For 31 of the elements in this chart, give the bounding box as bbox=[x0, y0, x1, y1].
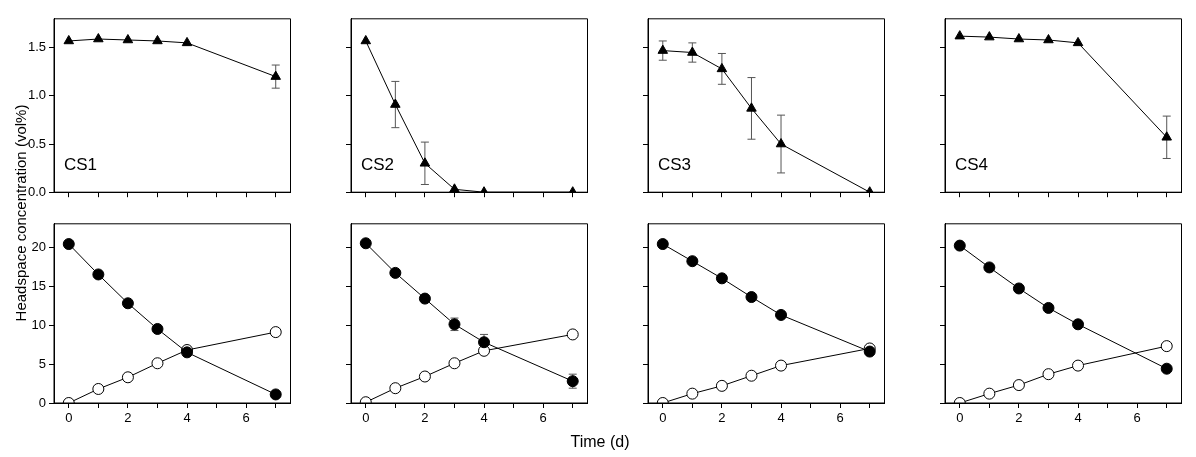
y-tick-label: 1.0 bbox=[27, 87, 46, 103]
x-axis-title: Time (d) bbox=[569, 433, 631, 451]
x-tick-label: 6 bbox=[242, 410, 250, 426]
y-axis-title: Headspace concentration (vol%) bbox=[11, 104, 29, 322]
x-tick-label: 6 bbox=[836, 410, 844, 426]
x-tick-label: 4 bbox=[480, 410, 488, 426]
x-tick-label: 4 bbox=[777, 410, 785, 426]
y-tick-label: 0.0 bbox=[27, 183, 46, 199]
x-tick-label: 0 bbox=[362, 410, 370, 426]
x-tick-label: 0 bbox=[65, 410, 73, 426]
y-tick-label: 15 bbox=[31, 277, 46, 293]
x-tick-label: 6 bbox=[539, 410, 547, 426]
y-tick-label: 20 bbox=[31, 238, 46, 254]
annotation: CS4 bbox=[955, 155, 989, 175]
x-tick-label: 6 bbox=[1133, 410, 1141, 426]
y-tick-label: 5 bbox=[38, 355, 46, 371]
annotation: CS1 bbox=[64, 155, 98, 175]
x-tick-label: 2 bbox=[718, 410, 726, 426]
y-tick-label: 1.5 bbox=[27, 39, 46, 55]
x-tick-label: 2 bbox=[124, 410, 132, 426]
y-tick-label: 0.5 bbox=[27, 135, 46, 151]
x-tick-label: 4 bbox=[183, 410, 191, 426]
y-tick-label: 10 bbox=[31, 316, 46, 332]
x-tick-label: 0 bbox=[659, 410, 667, 426]
x-tick-label: 4 bbox=[1074, 410, 1082, 426]
x-tick-label: 0 bbox=[956, 410, 964, 426]
x-tick-label: 2 bbox=[421, 410, 429, 426]
annotation: CS3 bbox=[658, 155, 692, 175]
annotation: CS2 bbox=[361, 155, 395, 175]
y-tick-label: 0 bbox=[38, 394, 46, 410]
x-tick-label: 2 bbox=[1015, 410, 1023, 426]
